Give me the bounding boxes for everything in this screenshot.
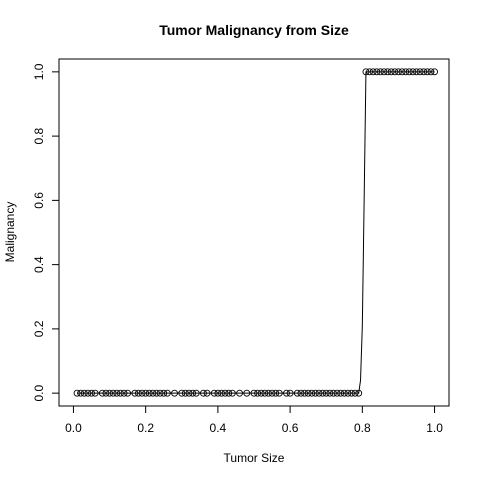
x-axis: 0.0 0.2 0.4 0.6 0.8 1.0 xyxy=(65,406,443,435)
y-axis-label: Malignancy xyxy=(3,202,17,263)
x-tick-label: 0.6 xyxy=(282,421,299,435)
x-axis-label: Tumor Size xyxy=(224,451,285,465)
y-tick-label: 0.2 xyxy=(32,320,46,337)
y-tick-label: 0.6 xyxy=(32,192,46,209)
x-tick-label: 0.8 xyxy=(354,421,371,435)
chart-title: Tumor Malignancy from Size xyxy=(159,22,349,38)
y-tick-label: 0.0 xyxy=(32,384,46,401)
y-tick-label: 1.0 xyxy=(32,63,46,80)
y-tick-label: 0.8 xyxy=(32,127,46,144)
x-tick-label: 0.4 xyxy=(210,421,227,435)
fit-line xyxy=(77,72,435,393)
points-layer xyxy=(74,69,438,396)
plot-frame xyxy=(59,59,449,406)
y-axis: 0.0 0.2 0.4 0.6 0.8 1.0 xyxy=(32,63,59,401)
x-tick-label: 0.2 xyxy=(137,421,154,435)
fit-line-layer xyxy=(77,72,435,393)
x-tick-label: 0.0 xyxy=(65,421,82,435)
x-tick-label: 1.0 xyxy=(426,421,443,435)
y-tick-label: 0.4 xyxy=(32,256,46,273)
